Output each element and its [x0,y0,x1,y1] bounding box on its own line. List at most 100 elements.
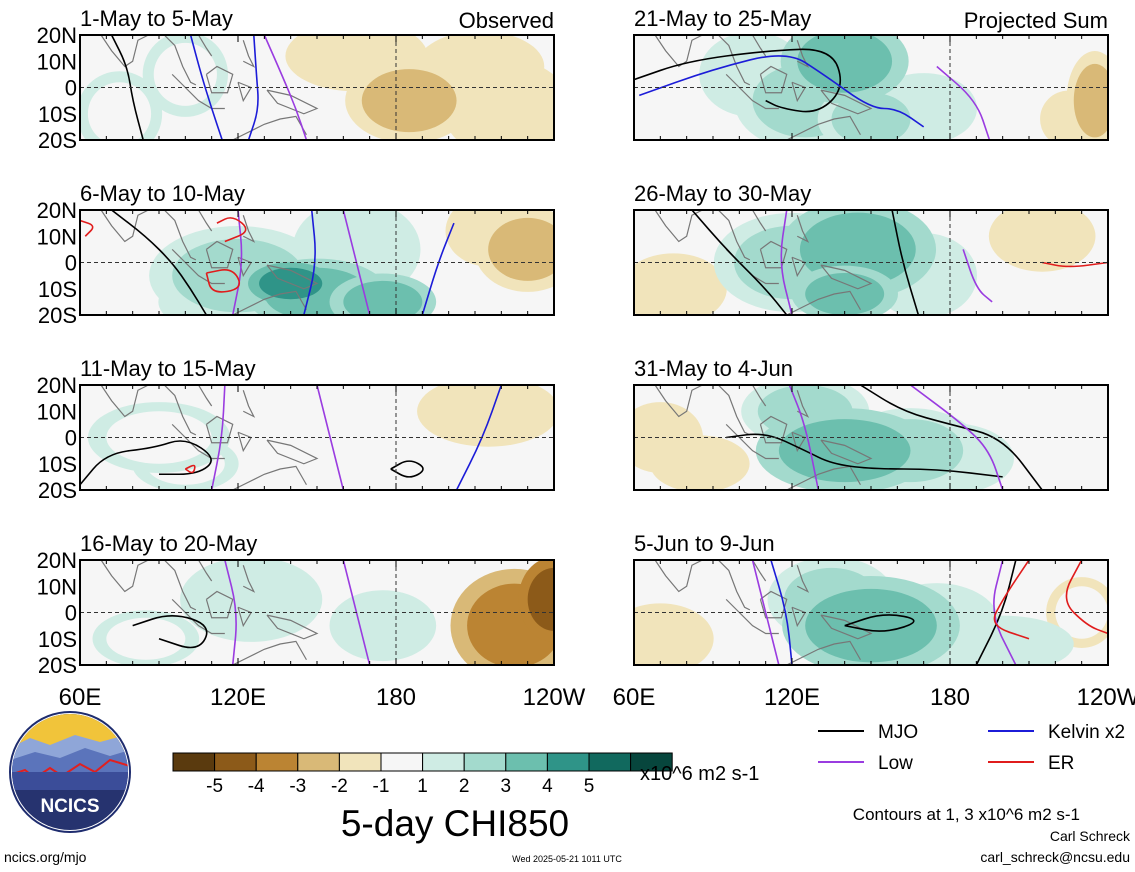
anomaly-shading [634,411,692,464]
anomaly-shading [488,217,554,281]
coastline [100,35,149,68]
legend-label: Low [878,753,913,774]
kelvin-contour [303,210,316,315]
coastline [725,598,779,635]
anomaly-shading [527,567,554,631]
panel-date-label: 26-May to 30-May [634,181,811,206]
colorbar-level-label: 5 [584,776,595,797]
coastline [163,35,197,86]
coastline [820,89,873,115]
panel-date-label: 5-Jun to 9-Jun [634,531,775,556]
coastline [791,256,807,278]
er-contour [993,560,1030,640]
coastline [197,210,213,232]
low-contour [342,560,371,665]
panel-tag: Observed [459,8,554,33]
contours-note: Contours at 1, 3 x10^6 m2 s-1 [853,805,1080,824]
legend: MJO Kelvin x2 Low ER [818,722,1125,774]
colorbar-swatch [214,752,257,772]
coastline [751,210,767,232]
lon-tick-label: 180 [930,684,970,711]
coastline [171,598,225,635]
coastline [759,240,788,269]
coastline [197,385,213,407]
anomaly-shading [805,273,885,315]
mjo-contour [80,440,212,486]
low-contour [910,385,1004,490]
coastline [100,210,149,243]
lat-tick-label: 0 [65,76,77,101]
timestamp: Wed 2025-05-21 1011 UTC [512,854,622,864]
lon-tick-label: 120W [523,684,586,711]
colorbar-level-label: 2 [459,776,470,797]
coastline [725,73,779,110]
low-contour [751,560,780,665]
lat-tick-label: 20N [37,23,77,48]
lat-tick-label: 10S [38,627,77,652]
anomaly-shading [1073,63,1108,138]
panel-date-label: 1-May to 5-May [80,6,233,31]
lat-tick-label: 0 [65,251,77,276]
colorbar-swatch [338,752,382,772]
low-contour [993,560,1017,665]
er-contour [184,464,196,474]
coastline [785,465,861,490]
coastline [171,73,225,110]
lat-tick-label: 10N [37,224,77,249]
mjo-contour [132,614,208,649]
colorbar-level-label: -1 [373,776,390,797]
coastline [796,215,810,243]
map-panel: 21-May to 25-May Projected Sum [633,6,1109,141]
author-email: carl_schreck@ncsu.edu [980,849,1130,865]
mjo-contour [691,210,788,315]
anomaly-shading [198,567,304,631]
lat-tick-label: 20N [37,198,77,223]
coastline [654,385,703,418]
colorbar-swatch [172,752,216,772]
coastline [717,560,751,611]
coastline [171,248,225,285]
coastline [785,290,861,315]
lon-tick-label: 60E [613,684,656,711]
coastline [785,640,861,665]
anomaly-shading [805,588,937,663]
lon-tick-label: 120W [1077,684,1135,711]
low-contour [936,65,991,140]
ncics-logo: NCICS [9,711,131,833]
coastline [163,560,197,611]
er-contour [1065,560,1108,635]
kelvin-contour [247,35,259,140]
low-contour [316,385,345,490]
coastline [205,65,234,94]
lat-tick-label: 20N [37,373,77,398]
source-url: ncics.org/mjo [4,849,87,865]
coastline [100,560,149,593]
coastline [791,81,807,103]
coastline [785,115,861,140]
coastline [820,264,873,290]
panel-date-label: 16-May to 20-May [80,531,257,556]
anomaly-shading [797,35,893,93]
coastline [163,210,197,261]
coastline [242,215,256,243]
colorbar-swatch [255,752,299,772]
lat-tick-label: 10S [38,102,77,127]
colorbar: -5 -4 -3 -2 -1 1 2 3 4 5 [172,752,673,797]
lat-tick-label: 10N [37,399,77,424]
panel-date-label: 6-May to 10-May [80,181,245,206]
lat-tick-label: 0 [65,426,77,451]
coastline [197,35,213,57]
colorbar-level-label: -3 [289,776,306,797]
logo-text: NCICS [40,796,99,817]
panel-date-label: 11-May to 15-May [80,356,256,381]
map-panel: 26-May to 30-May [633,181,1109,316]
colorbar-level-label: 3 [501,776,512,797]
coastline [197,560,213,582]
coastline [237,606,253,628]
colorbar-swatch [505,752,548,772]
coastline [205,590,234,619]
lat-tick-label: 20S [38,478,77,503]
